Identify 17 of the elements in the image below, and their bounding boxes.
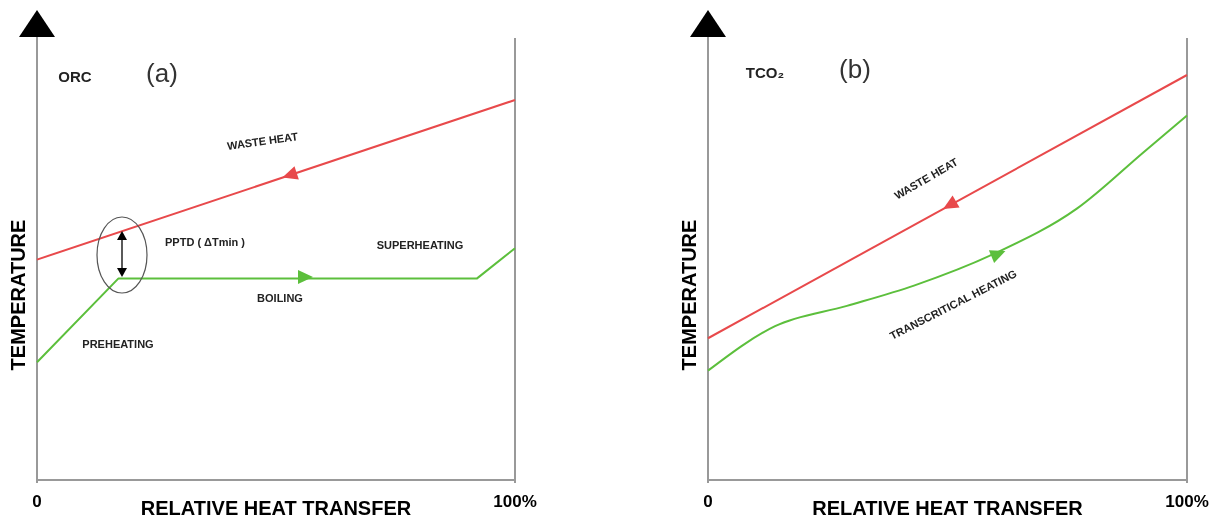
annotation: PREHEATING: [82, 338, 154, 350]
annotation: WASTE HEAT: [226, 130, 299, 152]
x-axis-title: RELATIVE HEAT TRANSFER: [812, 497, 1084, 519]
x-tick-label: 100%: [493, 492, 537, 511]
x-tick-label: 0: [703, 492, 713, 511]
y-axis-title: TEMPERATURE: [678, 219, 700, 371]
annotation: SUPERHEATING: [376, 239, 464, 251]
annotation: PPTD ( ΔTmin ): [164, 236, 246, 248]
chart-title: (a): [146, 58, 178, 88]
x-axis-title: RELATIVE HEAT TRANSFER: [140, 497, 412, 519]
annotation: TCO₂: [745, 64, 785, 81]
chart-title: (b): [839, 54, 871, 84]
text: ORC: [58, 68, 92, 85]
x-tick-label: 100%: [1165, 492, 1209, 511]
x-tick-label: 0: [32, 492, 42, 511]
annotation: BOILING: [257, 292, 303, 304]
y-axis-title: TEMPERATURE: [7, 219, 29, 371]
